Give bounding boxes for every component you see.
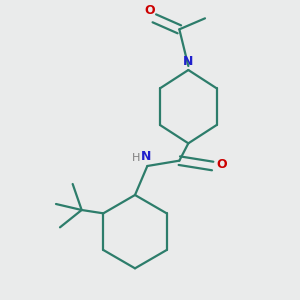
Text: H: H (131, 153, 140, 163)
Text: O: O (217, 158, 227, 172)
Text: N: N (183, 55, 194, 68)
Text: O: O (144, 4, 154, 17)
Text: N: N (140, 150, 151, 163)
